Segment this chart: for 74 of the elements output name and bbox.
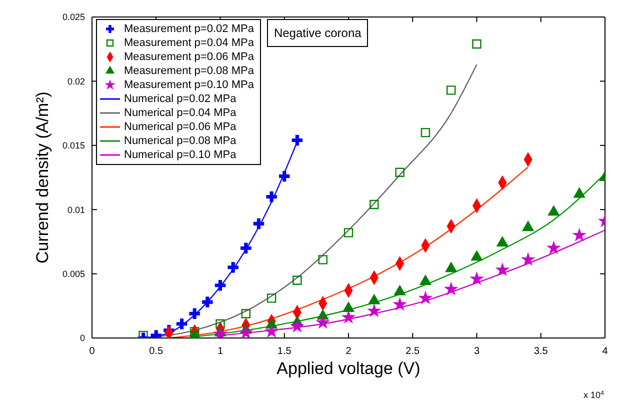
legend-label: Measurement p=0.02 MPa	[124, 22, 254, 36]
point	[279, 170, 290, 182]
x-tick-label: 2	[346, 346, 352, 358]
point	[394, 284, 406, 296]
point	[470, 271, 484, 286]
point	[366, 303, 382, 318]
point	[370, 200, 379, 210]
x-tick-label: 0.5	[149, 346, 164, 358]
point	[341, 310, 356, 324]
point	[228, 262, 238, 273]
point	[240, 242, 252, 254]
legend-label: Measurement p=0.08 MPa	[124, 64, 254, 78]
x-tick-label: 2.5	[406, 346, 420, 358]
annotation: Negative corona	[266, 19, 368, 47]
point	[318, 255, 328, 264]
legend-label: Numerical p=0.04 MPa	[124, 106, 236, 120]
point	[176, 318, 188, 330]
point	[572, 228, 587, 242]
x-tick-label: 3	[474, 346, 480, 358]
x-axis-title: Applied voltage (V)	[276, 359, 420, 378]
legend-label: Measurement p=0.06 MPa	[124, 50, 254, 64]
point	[266, 191, 277, 202]
y-tick-label: 0.015	[62, 140, 85, 151]
y-tick-label: 0.005	[62, 268, 85, 279]
point	[241, 309, 250, 318]
y-tick-label: 0	[80, 333, 85, 344]
point	[342, 301, 355, 312]
legend-label: Numerical p=0.10 MPa	[124, 148, 236, 162]
point	[496, 236, 508, 246]
point	[495, 262, 510, 276]
point	[395, 168, 404, 177]
point	[202, 296, 213, 308]
point	[470, 250, 483, 261]
point	[548, 205, 560, 216]
y-tick-label: 0.01	[67, 204, 85, 215]
point	[290, 318, 304, 333]
point	[238, 325, 254, 338]
point	[472, 39, 482, 49]
point	[445, 262, 458, 272]
point	[292, 134, 303, 146]
x-tick-label: 4	[602, 346, 608, 358]
point	[216, 319, 225, 328]
legend-label: Numerical p=0.02 MPa	[124, 92, 236, 106]
point	[264, 324, 279, 338]
point	[444, 282, 458, 296]
x-tick-label: 1.5	[277, 346, 292, 358]
legend-label: Measurement p=0.04 MPa	[124, 36, 254, 50]
point	[573, 187, 586, 198]
legend-label: Numerical p=0.08 MPa	[124, 134, 236, 148]
point	[420, 128, 430, 138]
point	[419, 274, 432, 286]
point	[266, 294, 276, 303]
point	[546, 240, 561, 254]
point	[522, 220, 534, 232]
point	[446, 86, 456, 95]
x-tick-label: 1	[217, 346, 224, 358]
point	[392, 297, 407, 311]
point	[520, 252, 536, 266]
x-tick-label: 0	[89, 346, 96, 358]
point	[253, 218, 264, 230]
point	[418, 290, 433, 304]
x-tick-label: 3.5	[534, 346, 548, 358]
legend-label: Measurement p=0.10 MPa	[124, 78, 254, 92]
point	[214, 280, 226, 291]
text: x 10$^{4}$	[583, 390, 604, 400]
point	[189, 308, 200, 319]
y-axis-title: Currend density (A/m²)	[33, 92, 52, 264]
point	[316, 315, 330, 329]
point	[344, 228, 354, 238]
y-tick-label: 0.02	[67, 76, 85, 86]
point	[292, 276, 302, 285]
legend-label: Numerical p=0.06 MPa	[124, 120, 236, 134]
y-tick-label: 0.025	[62, 12, 85, 22]
point	[368, 294, 380, 304]
